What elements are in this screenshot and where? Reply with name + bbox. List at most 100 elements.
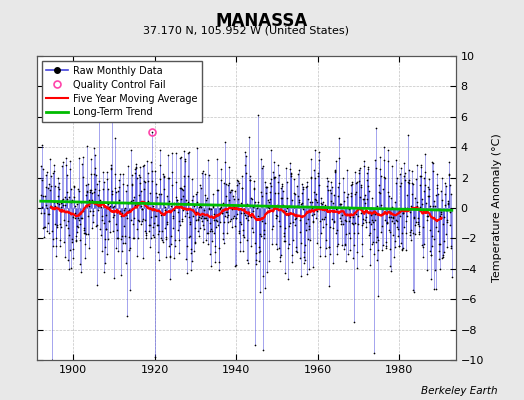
- Point: [291, 222, 300, 228]
- Point: [263, 184, 271, 190]
- Point: [95, 196, 104, 203]
- Point: [327, 190, 335, 196]
- Point: [68, 236, 77, 242]
- Point: [257, 233, 265, 240]
- Point: [386, 263, 394, 269]
- Point: [368, 240, 377, 247]
- Point: [49, 198, 58, 205]
- Point: [431, 267, 439, 274]
- Point: [244, 212, 252, 219]
- Point: [362, 224, 370, 230]
- Point: [430, 236, 439, 242]
- Point: [309, 218, 317, 225]
- Point: [168, 169, 177, 176]
- Point: [429, 168, 437, 174]
- Point: [71, 238, 80, 244]
- Point: [430, 286, 439, 292]
- Point: [73, 229, 81, 236]
- Point: [121, 205, 129, 212]
- Point: [322, 206, 331, 212]
- Point: [86, 208, 94, 214]
- Point: [139, 162, 148, 168]
- Point: [189, 192, 197, 199]
- Point: [236, 219, 245, 225]
- Point: [396, 171, 404, 178]
- Point: [233, 182, 241, 189]
- Point: [329, 259, 337, 266]
- Point: [296, 229, 304, 236]
- Point: [179, 193, 187, 200]
- Point: [42, 183, 50, 190]
- Point: [176, 155, 184, 161]
- Point: [275, 218, 283, 224]
- Point: [402, 192, 411, 198]
- Point: [69, 246, 77, 252]
- Point: [140, 186, 148, 192]
- Point: [128, 172, 137, 179]
- Point: [230, 196, 238, 202]
- Point: [102, 226, 110, 232]
- Point: [280, 238, 289, 244]
- Point: [182, 243, 191, 249]
- Point: [195, 203, 203, 210]
- Point: [341, 240, 350, 247]
- Point: [226, 188, 234, 195]
- Point: [154, 222, 162, 228]
- Point: [114, 248, 122, 254]
- Point: [172, 204, 181, 210]
- Point: [131, 170, 139, 176]
- Point: [424, 192, 432, 199]
- Point: [330, 218, 338, 224]
- Point: [112, 221, 120, 228]
- Point: [43, 228, 51, 234]
- Point: [243, 256, 252, 263]
- Point: [147, 235, 155, 241]
- Point: [83, 188, 91, 194]
- Point: [270, 174, 279, 180]
- Point: [170, 207, 179, 213]
- Point: [405, 180, 413, 186]
- Point: [412, 202, 421, 209]
- Point: [110, 212, 118, 218]
- Point: [60, 238, 68, 245]
- Point: [303, 178, 311, 185]
- Point: [124, 200, 133, 206]
- Point: [353, 265, 362, 272]
- Point: [223, 208, 231, 215]
- Point: [247, 243, 255, 250]
- Point: [174, 237, 183, 243]
- Point: [259, 347, 268, 353]
- Point: [291, 216, 299, 222]
- Point: [277, 194, 285, 201]
- Point: [316, 218, 324, 225]
- Point: [135, 174, 144, 180]
- Point: [401, 205, 409, 211]
- Point: [146, 190, 155, 196]
- Point: [178, 218, 186, 224]
- Point: [46, 187, 54, 194]
- Point: [176, 184, 184, 191]
- Point: [201, 192, 209, 198]
- Point: [228, 215, 237, 221]
- Point: [249, 204, 257, 210]
- Point: [114, 188, 123, 194]
- Point: [379, 157, 388, 163]
- Point: [70, 182, 78, 189]
- Point: [106, 229, 114, 236]
- Point: [268, 207, 277, 213]
- Point: [227, 206, 236, 213]
- Point: [193, 189, 201, 196]
- Point: [374, 247, 383, 253]
- Point: [101, 260, 109, 266]
- Point: [406, 209, 414, 215]
- Point: [240, 206, 248, 213]
- Point: [258, 218, 267, 224]
- Point: [128, 235, 137, 242]
- Point: [66, 166, 74, 172]
- Point: [117, 236, 125, 242]
- Point: [334, 240, 342, 247]
- Point: [352, 180, 360, 186]
- Point: [422, 200, 430, 206]
- Point: [191, 208, 200, 215]
- Point: [143, 199, 151, 206]
